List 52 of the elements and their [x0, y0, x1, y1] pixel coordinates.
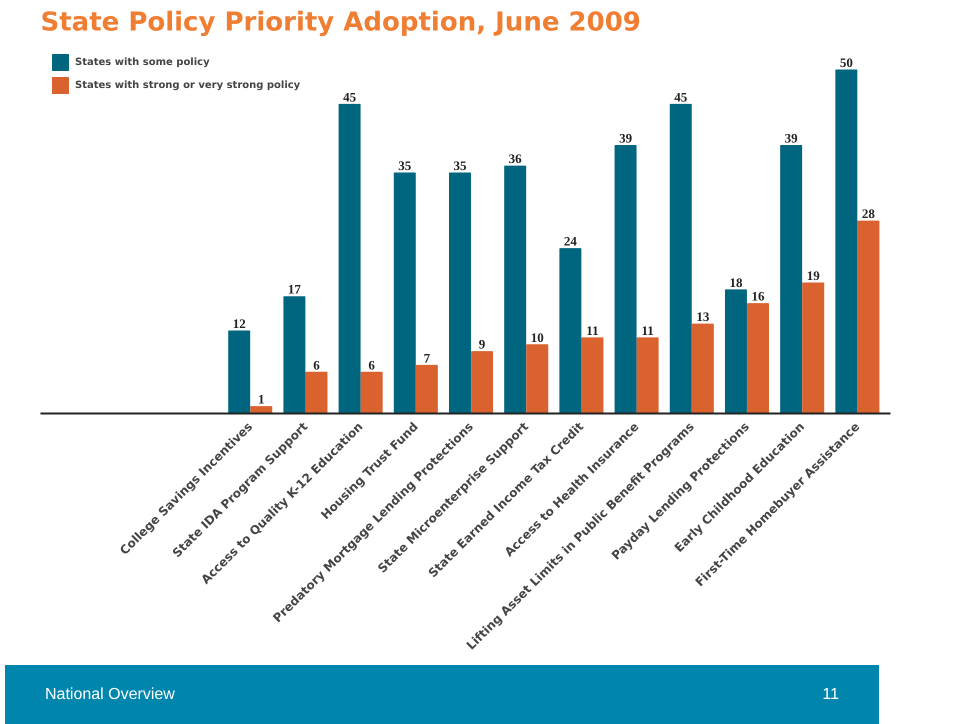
bar [394, 172, 416, 414]
data-label: 6 [368, 357, 376, 372]
data-label: 16 [752, 288, 766, 304]
bar [692, 324, 714, 414]
legend-label: States with some policy [75, 56, 210, 68]
data-label: 45 [343, 89, 357, 104]
data-label: 13 [696, 309, 710, 324]
bar [614, 145, 637, 414]
bar [670, 104, 692, 414]
data-label: 17 [288, 282, 302, 297]
data-label: 50 [840, 54, 853, 70]
bar [526, 344, 548, 414]
bar [780, 145, 802, 414]
bar [835, 69, 858, 414]
data-label: 19 [806, 268, 820, 283]
legend-label: States with strong or very strong policy [75, 80, 300, 90]
bar [338, 104, 361, 414]
bar [636, 337, 659, 414]
data-label: 7 [424, 350, 431, 366]
data-label: 36 [508, 151, 522, 166]
data-label: 39 [784, 130, 798, 146]
data-label: 11 [642, 322, 654, 338]
data-label: 9 [478, 336, 486, 352]
data-label: 11 [586, 322, 599, 338]
data-label: 24 [564, 234, 578, 249]
data-label: 35 [453, 158, 467, 174]
data-label: 28 [862, 206, 876, 222]
bar [724, 289, 747, 414]
bar [360, 372, 383, 414]
bar [283, 296, 306, 414]
data-label: 35 [398, 158, 412, 174]
bar [581, 337, 604, 414]
bar [228, 330, 250, 414]
text: National Overview [45, 684, 175, 705]
data-label: 1 [258, 392, 265, 407]
bar [559, 248, 582, 414]
data-label: 12 [232, 316, 246, 332]
bar [471, 351, 494, 414]
data-label: 45 [674, 89, 688, 104]
bar [802, 282, 824, 414]
bar [448, 172, 471, 414]
bar [504, 166, 526, 414]
chart-title: State Policy Priority Adoption, June 2009 [40, 8, 641, 38]
data-label: 18 [729, 274, 743, 290]
bar [305, 372, 328, 414]
bar [857, 220, 880, 414]
data-label: 39 [619, 130, 633, 146]
text: 11 [822, 684, 839, 705]
bar [416, 364, 438, 414]
bar [747, 303, 770, 414]
data-label: 10 [530, 330, 544, 345]
data-label: 6 [313, 357, 320, 372]
